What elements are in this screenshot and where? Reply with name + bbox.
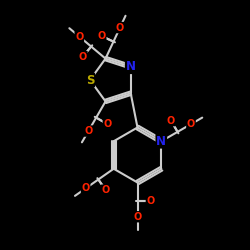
Text: N: N (156, 135, 166, 148)
Text: O: O (187, 119, 195, 129)
Text: O: O (116, 22, 124, 32)
Text: S: S (86, 74, 94, 86)
Text: O: O (167, 116, 175, 126)
Text: O: O (146, 196, 154, 206)
Text: O: O (75, 32, 84, 42)
Text: O: O (98, 31, 106, 41)
Text: O: O (102, 185, 110, 195)
Text: O: O (82, 184, 90, 194)
Text: O: O (103, 119, 112, 129)
Text: O: O (79, 52, 87, 62)
Text: N: N (126, 60, 136, 73)
Text: O: O (84, 126, 92, 136)
Text: O: O (134, 212, 141, 222)
